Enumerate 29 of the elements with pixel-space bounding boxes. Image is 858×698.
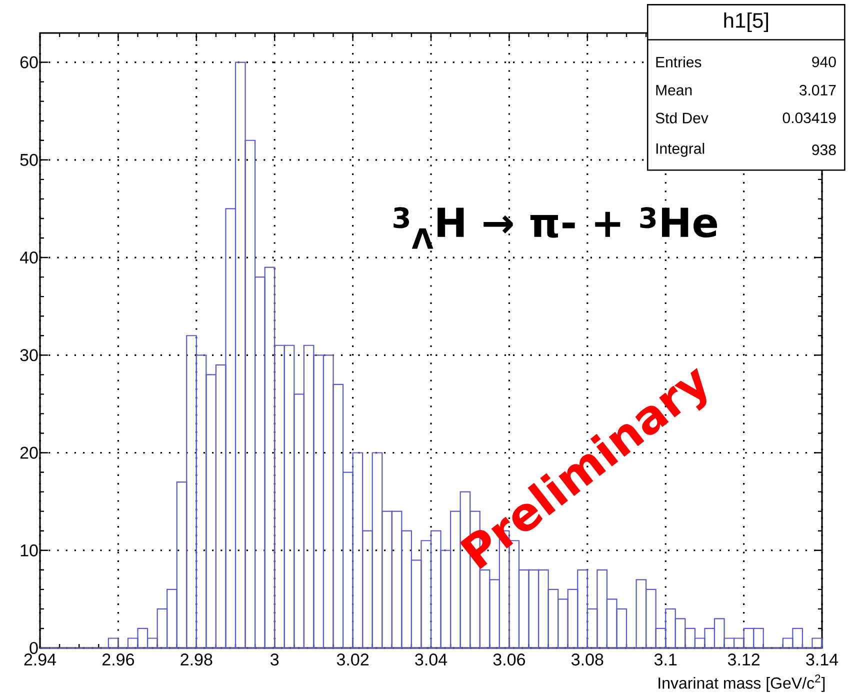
x-tick-label: 3.04 xyxy=(415,654,448,666)
x-tick-label: 2.96 xyxy=(102,654,134,666)
y-tick-label: 40 xyxy=(20,252,38,264)
x-tick-label: 3.08 xyxy=(572,654,604,666)
y-tick-label: 10 xyxy=(20,544,38,556)
x-tick-label: 2.98 xyxy=(180,654,212,666)
x-tick-label: 3.14 xyxy=(806,654,838,666)
x-tick-label: 3.1 xyxy=(654,654,677,666)
x-axis-title: Invarinat mass [GeV/c$^{2}$] xyxy=(658,674,825,692)
y-tick-label: 20 xyxy=(20,446,38,459)
y-tick-label: 30 xyxy=(20,349,38,362)
y-tick-label: 50 xyxy=(20,154,38,166)
x-tick-label: 3.06 xyxy=(493,654,525,666)
x-tick-label: 2.94 xyxy=(24,654,56,666)
annotation: Integral xyxy=(656,142,704,157)
annotation: Entries xyxy=(656,56,702,68)
annotation: Std Dev xyxy=(656,112,708,124)
annotation: 3$_{Λ}$H → π- + $^{3}$He xyxy=(394,207,717,249)
x-tick-label: 3 xyxy=(270,654,279,666)
x-tick-label: 3.12 xyxy=(728,654,760,666)
text: h1[5] xyxy=(724,12,768,32)
annotation: 0.03419 xyxy=(782,112,836,124)
annotation: 938 xyxy=(812,144,836,156)
x-tick-label: 3.02 xyxy=(336,654,368,666)
annotation: 940 xyxy=(812,56,836,68)
annotation: Mean xyxy=(656,84,692,96)
annotation: 3.017 xyxy=(799,84,836,96)
y-tick-label: 60 xyxy=(20,56,38,68)
y-tick-label: 0 xyxy=(30,642,38,654)
